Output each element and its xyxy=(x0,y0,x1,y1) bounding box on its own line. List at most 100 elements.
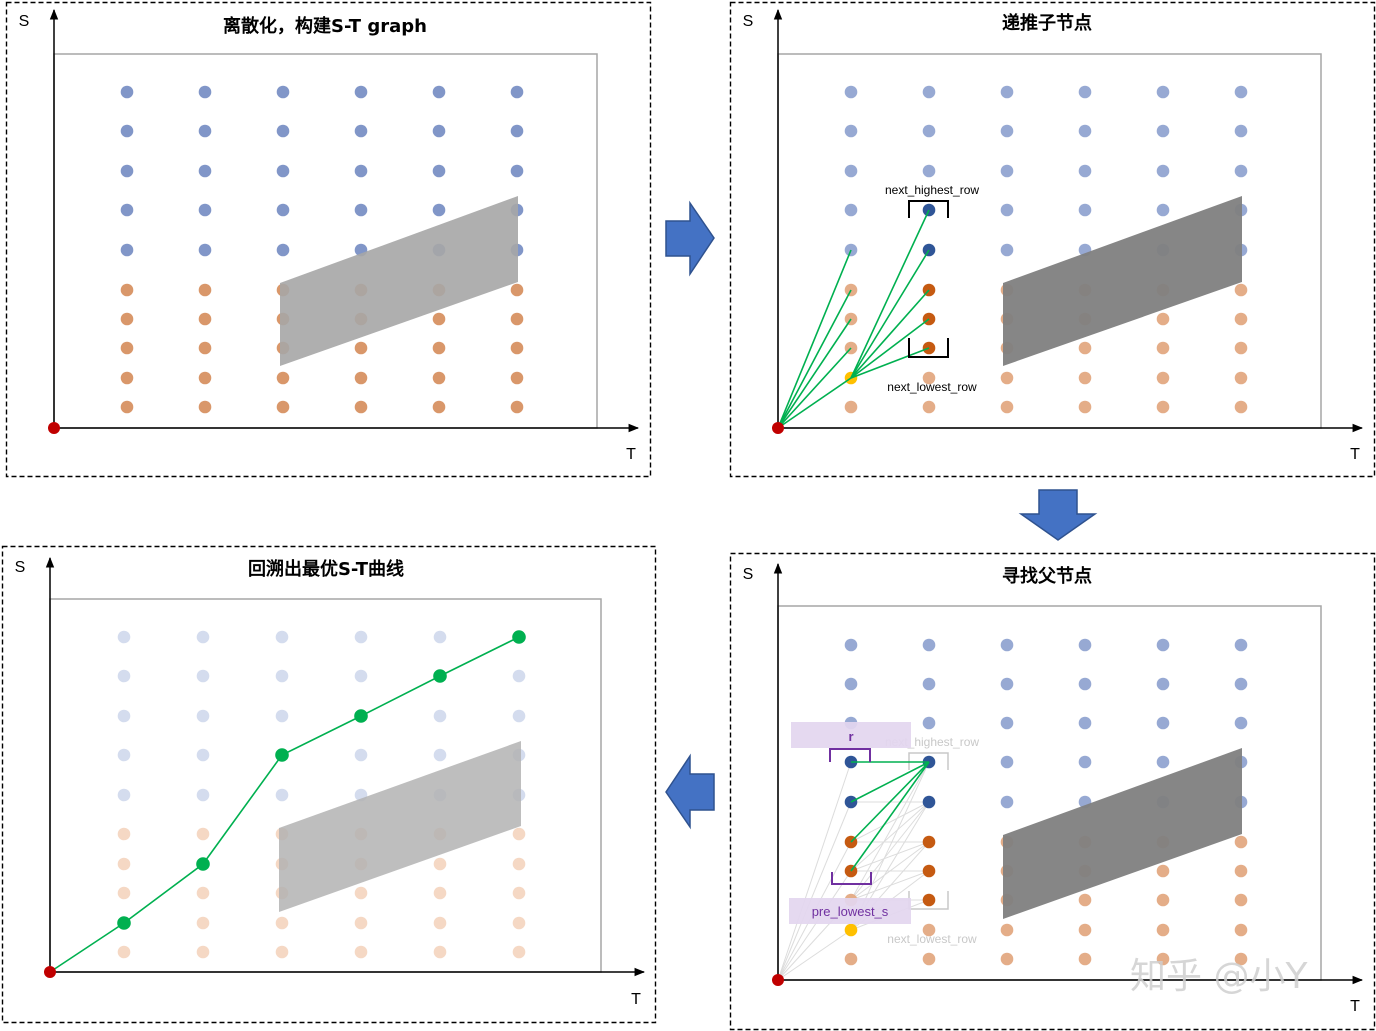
obstacle-region xyxy=(279,741,521,912)
grid-node xyxy=(1078,923,1092,937)
grid-node xyxy=(922,923,936,937)
grid-node xyxy=(117,945,131,959)
grid-node xyxy=(433,916,447,930)
grid-node xyxy=(196,886,210,900)
grid-node xyxy=(1000,164,1014,178)
lower-bound-bracket xyxy=(831,872,872,885)
faint-edge xyxy=(777,870,852,981)
grid-node xyxy=(432,400,446,414)
grid-node xyxy=(1156,400,1170,414)
grid-node xyxy=(510,371,524,385)
t-axis-label: T xyxy=(631,991,641,1008)
s-axis-label: S xyxy=(743,13,754,30)
panel-title: 递推子节点 xyxy=(1002,12,1092,34)
grid-node xyxy=(1078,400,1092,414)
highlighted-node xyxy=(922,795,936,809)
range-bracket xyxy=(829,748,871,762)
grid-node xyxy=(510,341,524,355)
child-edge xyxy=(850,249,930,379)
grid-node xyxy=(276,400,290,414)
obstacle-region xyxy=(1003,748,1242,919)
grid-node xyxy=(1000,923,1014,937)
grid-node xyxy=(354,669,368,683)
panel-title: 寻找父节点 xyxy=(1002,565,1092,587)
panel-border xyxy=(729,1,1376,478)
grid-node xyxy=(120,124,134,138)
obstacle-region xyxy=(1003,196,1242,366)
grid-node xyxy=(1156,85,1170,99)
optimal-path xyxy=(49,630,526,973)
grid-node xyxy=(1000,638,1014,652)
grid-node xyxy=(354,124,368,138)
grid-node xyxy=(1000,755,1014,769)
s-axis-label: S xyxy=(743,566,754,583)
grid-node xyxy=(432,203,446,217)
grid-node xyxy=(1234,952,1248,966)
grid-node xyxy=(120,400,134,414)
grid-node xyxy=(922,638,936,652)
grid-node xyxy=(117,748,131,762)
range-label: r xyxy=(848,729,853,744)
origin-node xyxy=(772,422,784,434)
grid-node xyxy=(1156,923,1170,937)
grid-node xyxy=(1078,164,1092,178)
flow-arrow-right-icon xyxy=(665,200,715,277)
s-axis-label: S xyxy=(19,13,30,30)
panel-expand-children: next_highest_row next_lowest_row 递推子节点 S… xyxy=(729,1,1376,478)
grid-node xyxy=(276,124,290,138)
grid-node xyxy=(1156,164,1170,178)
grid-node xyxy=(117,630,131,644)
grid-node xyxy=(433,857,447,871)
grid-node xyxy=(844,85,858,99)
child-edge xyxy=(850,318,930,379)
grid-node xyxy=(120,203,134,217)
next-lowest-row-label: next_lowest_row xyxy=(887,932,977,946)
grid-node xyxy=(432,312,446,326)
grid-node xyxy=(354,164,368,178)
grid-node xyxy=(1234,716,1248,730)
grid-node xyxy=(922,952,936,966)
grid-node xyxy=(922,716,936,730)
grid-node xyxy=(354,400,368,414)
faint-edge xyxy=(850,841,930,872)
highlighted-node xyxy=(922,835,936,849)
grid-node xyxy=(1234,312,1248,326)
grid-node xyxy=(1078,203,1092,217)
grid-node xyxy=(354,886,368,900)
optimal-path-node xyxy=(117,916,131,930)
grid-node xyxy=(510,312,524,326)
panel-border xyxy=(729,552,1376,1031)
grid-node xyxy=(275,709,289,723)
grid-node xyxy=(198,371,212,385)
grid-node xyxy=(433,748,447,762)
parent-edge xyxy=(850,761,930,872)
grid-node xyxy=(1000,85,1014,99)
grid-node xyxy=(198,341,212,355)
grid-node xyxy=(1156,952,1170,966)
grid-node xyxy=(275,788,289,802)
grid-node xyxy=(120,341,134,355)
grid-node xyxy=(432,124,446,138)
grid-node xyxy=(844,952,858,966)
faint-edge xyxy=(850,801,930,843)
grid-node xyxy=(1234,283,1248,297)
grid-node xyxy=(196,669,210,683)
origin-node xyxy=(48,422,60,434)
grid-node xyxy=(1156,716,1170,730)
grid-node xyxy=(354,945,368,959)
grid-node xyxy=(1234,400,1248,414)
panel-border xyxy=(1,545,657,1024)
grid-node xyxy=(198,243,212,257)
grid-node xyxy=(1078,755,1092,769)
grid-node xyxy=(512,857,526,871)
optimal-path-node xyxy=(275,748,289,762)
grid-node xyxy=(1078,716,1092,730)
grid-node xyxy=(1234,835,1248,849)
grid-node xyxy=(1234,164,1248,178)
watermark: 知乎 @小Y xyxy=(1130,956,1308,997)
faint-edge xyxy=(850,841,930,901)
grid-node xyxy=(1000,400,1014,414)
grid-node xyxy=(117,857,131,871)
grid-node xyxy=(1156,755,1170,769)
